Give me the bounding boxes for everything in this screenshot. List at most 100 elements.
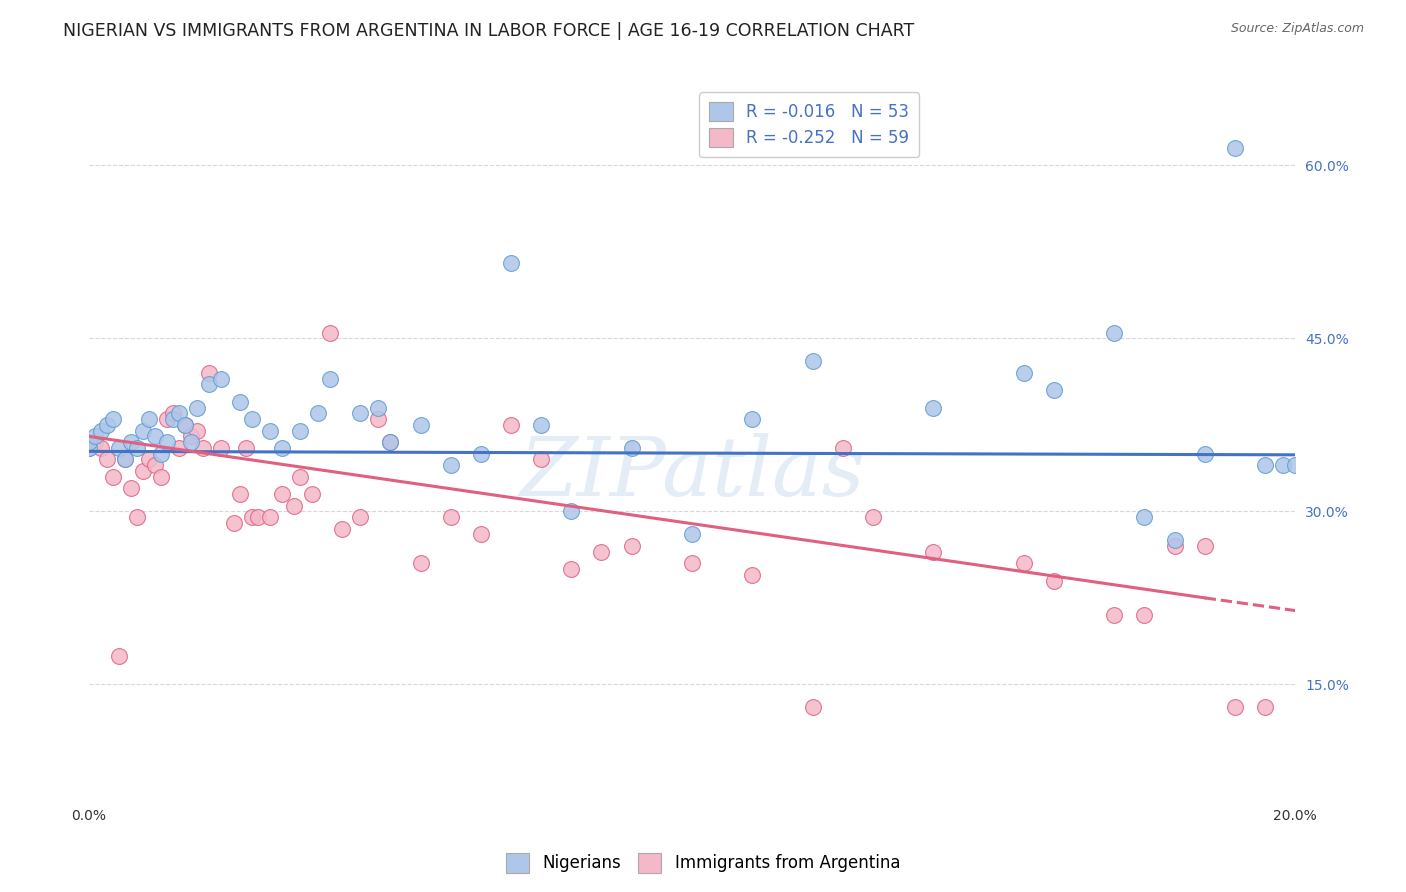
Point <box>77 441 100 455</box>
Point <box>1012 366 1035 380</box>
Point <box>499 256 522 270</box>
Point <box>409 417 432 432</box>
Point <box>380 435 402 450</box>
Point <box>143 429 166 443</box>
Point <box>367 412 389 426</box>
Point <box>1043 383 1066 397</box>
Point <box>319 326 342 340</box>
Point <box>270 487 292 501</box>
Point <box>681 527 703 541</box>
Point <box>77 435 100 450</box>
Point <box>96 417 118 432</box>
Point <box>162 412 184 426</box>
Point <box>499 417 522 432</box>
Point <box>228 487 250 501</box>
Point <box>240 510 263 524</box>
Point <box>862 510 884 524</box>
Point <box>90 441 112 455</box>
Point <box>288 424 311 438</box>
Legend: R = -0.016   N = 53, R = -0.252   N = 59: R = -0.016 N = 53, R = -0.252 N = 59 <box>699 92 920 157</box>
Point <box>156 435 179 450</box>
Point <box>114 452 136 467</box>
Point <box>530 417 553 432</box>
Point <box>922 545 945 559</box>
Point <box>125 441 148 455</box>
Point <box>319 372 342 386</box>
Point <box>470 447 492 461</box>
Point <box>96 452 118 467</box>
Point <box>307 406 329 420</box>
Point <box>283 499 305 513</box>
Point <box>591 545 613 559</box>
Point <box>174 417 197 432</box>
Point <box>922 401 945 415</box>
Point <box>186 401 208 415</box>
Point <box>620 441 643 455</box>
Point <box>681 556 703 570</box>
Point <box>150 469 173 483</box>
Point <box>101 412 124 426</box>
Point <box>246 510 269 524</box>
Point <box>240 412 263 426</box>
Point <box>530 452 553 467</box>
Point <box>560 562 582 576</box>
Point <box>211 372 233 386</box>
Point <box>801 700 824 714</box>
Point <box>193 441 215 455</box>
Point <box>741 567 763 582</box>
Point <box>1223 141 1246 155</box>
Point <box>132 464 155 478</box>
Point <box>198 366 221 380</box>
Point <box>186 424 208 438</box>
Point <box>470 527 492 541</box>
Point <box>1043 574 1066 588</box>
Point <box>120 435 142 450</box>
Point <box>180 435 202 450</box>
Point <box>288 469 311 483</box>
Text: Source: ZipAtlas.com: Source: ZipAtlas.com <box>1230 22 1364 36</box>
Point <box>259 424 281 438</box>
Point <box>83 429 105 443</box>
Point <box>620 539 643 553</box>
Point <box>167 441 190 455</box>
Point <box>741 412 763 426</box>
Point <box>125 510 148 524</box>
Point <box>174 417 197 432</box>
Point <box>560 504 582 518</box>
Point <box>1194 447 1216 461</box>
Point <box>180 429 202 443</box>
Point <box>108 648 131 663</box>
Point <box>162 406 184 420</box>
Point <box>1223 700 1246 714</box>
Point <box>156 412 179 426</box>
Point <box>270 441 292 455</box>
Point <box>259 510 281 524</box>
Point <box>120 481 142 495</box>
Point <box>349 406 371 420</box>
Point <box>83 435 105 450</box>
Point <box>1163 533 1185 548</box>
Point <box>138 412 160 426</box>
Point <box>167 406 190 420</box>
Point <box>138 452 160 467</box>
Point <box>1012 556 1035 570</box>
Point <box>222 516 245 530</box>
Point <box>101 469 124 483</box>
Point <box>114 452 136 467</box>
Point <box>1254 458 1277 473</box>
Point <box>1133 510 1156 524</box>
Point <box>90 424 112 438</box>
Legend: Nigerians, Immigrants from Argentina: Nigerians, Immigrants from Argentina <box>499 847 907 880</box>
Point <box>330 522 353 536</box>
Point <box>440 458 463 473</box>
Point <box>211 441 233 455</box>
Point <box>831 441 853 455</box>
Point <box>349 510 371 524</box>
Point <box>440 510 463 524</box>
Point <box>1133 608 1156 623</box>
Point <box>77 441 100 455</box>
Point <box>198 377 221 392</box>
Point <box>801 354 824 368</box>
Point <box>1254 700 1277 714</box>
Point <box>235 441 257 455</box>
